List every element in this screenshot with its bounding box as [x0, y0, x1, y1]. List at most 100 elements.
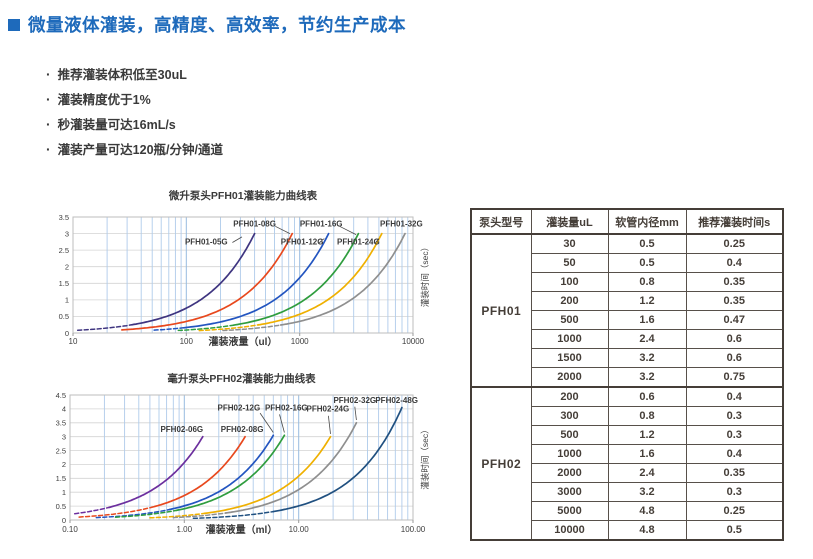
table-cell: 0.47: [685, 310, 784, 330]
section-title-bar: 微量液体灌装，高精度、高效率，节约生产成本: [8, 13, 406, 37]
y-tick-label: 4.5: [56, 391, 66, 400]
page-title: 微量液体灌装，高精度、高效率，节约生产成本: [28, 15, 406, 35]
label-leader-PFH01-05G: [232, 236, 243, 243]
table-cell: 0.5: [685, 520, 784, 541]
table-header-cell: 推荐灌装时间s: [685, 208, 784, 235]
label-leader-PFH01-12G: [318, 238, 325, 244]
label-leader-PFH01-24G: [374, 238, 380, 244]
label-leader-PFH02-24G: [328, 415, 331, 434]
table-row: 2000 3.2 0.75: [471, 367, 784, 388]
label-leader-PFH01-08G: [275, 225, 291, 234]
series-curve-PFH01-24G: [257, 232, 383, 326]
y-tick-label: 0: [62, 516, 66, 525]
y-tick-label: 3: [62, 433, 66, 442]
y-tick-label: 0.5: [59, 312, 69, 321]
table-cell: 0.6: [685, 329, 784, 349]
series-curve-PFH02-24G: [203, 435, 332, 515]
table-cell: 0.6: [685, 348, 784, 368]
series-dashed-PFH02-48G: [192, 510, 275, 520]
model-cell: PFH01: [470, 233, 532, 388]
table-cell: 500: [530, 310, 609, 330]
y-tick-label: 0.5: [56, 502, 66, 511]
x-tick-label: 1000: [291, 337, 309, 346]
series-label-PFH01-16G: PFH01-16G: [300, 219, 343, 228]
series-curve-PFH02-12G: [169, 434, 275, 511]
table-cell: 1000: [530, 329, 609, 349]
table-cell: 1.2: [607, 291, 687, 311]
table-cell: 100: [530, 272, 609, 292]
table-cell: 200: [530, 291, 609, 311]
series-dashed-PFH02-06G: [73, 506, 110, 515]
feature-text: 灌装精度优于1%: [57, 93, 151, 107]
y-axis-title: 灌装时间（sec）: [420, 243, 430, 307]
chart-pfh01-filling-capacity: 10 100 1000 10000 0 0.5 1 1.5 2 2.5 3 3.5 PFH01-05G P…: [35, 186, 447, 362]
x-tick-label: 10.00: [289, 525, 310, 534]
table-cell: 4.8: [607, 501, 687, 521]
series-dashed-PFH02-08G: [78, 505, 156, 518]
table-cell: 3.2: [607, 367, 687, 388]
y-tick-label: 1: [65, 296, 69, 305]
series-curve-PFH01-05G: [130, 232, 256, 326]
x-tick-label: 10: [69, 337, 78, 346]
table-cell: 0.35: [685, 272, 784, 292]
section-bullet-icon: [8, 19, 20, 31]
table-row: PFH01 30 0.5 0.25: [470, 233, 784, 388]
model-cell: PFH02: [470, 386, 532, 541]
series-dashed-PFH01-24G: [198, 324, 259, 332]
spec-table: 泵头型号 灌装量uL 软管内径mm 推荐灌装时间s PFH01 30 0.5 0.25 50 0…: [470, 208, 784, 541]
x-axis-title: 灌装液量（ml）: [206, 523, 278, 536]
table-row: 1000 2.4 0.6: [471, 329, 784, 349]
feature-text: 秒灌装量可达16mL/s: [57, 118, 176, 132]
series-label-PFH01-08G: PFH01-08G: [233, 219, 276, 228]
series-label-PFH02-24G: PFH02-24G: [307, 405, 350, 414]
table-cell: 3000: [530, 482, 609, 502]
table-cell: 0.8: [607, 406, 687, 426]
table-row: 5000 4.8 0.25: [471, 501, 784, 521]
table-cell: 0.35: [685, 291, 784, 311]
x-tick-label: 100: [180, 337, 194, 346]
x-tick-label: 1.00: [177, 525, 193, 534]
series-curve-PFH02-08G: [153, 435, 246, 508]
table-cell: 0.5: [607, 253, 687, 273]
x-axis-title: 灌装液量（ul）: [209, 335, 278, 348]
table-cell: 1.6: [607, 310, 687, 330]
chart-svg: 10 100 1000 10000 0 0.5 1 1.5 2 2.5 3 3.5 PFH01-05G P…: [59, 189, 430, 348]
table-row: 2000 2.4 0.35: [471, 463, 784, 483]
series-dashed-PFH02-16G: [114, 509, 178, 518]
table-row: 100 0.8 0.35: [471, 272, 784, 292]
feature-text: 推荐灌装体积低至30uL: [57, 68, 187, 82]
series-label-PFH01-32G: PFH01-32G: [380, 219, 423, 228]
feature-item: · 灌装精度优于1%: [46, 86, 223, 111]
table-row: 1500 3.2 0.6: [471, 348, 784, 368]
y-tick-label: 2: [62, 460, 66, 469]
chart-title: 毫升泵头PFH02灌装能力曲线表: [167, 372, 316, 385]
table-cell: 3.2: [607, 482, 687, 502]
series-label-PFH02-06G: PFH02-06G: [160, 425, 203, 434]
bullet-dot-icon: ·: [46, 140, 51, 157]
table-cell: 0.3: [685, 406, 784, 426]
series-label-PFH02-16G: PFH02-16G: [265, 403, 308, 412]
series-curve-PFH02-16G: [175, 434, 286, 512]
series-dashed-PFH01-16G: [177, 324, 235, 332]
plot-border: [69, 394, 414, 521]
table-row: 50 0.5 0.4: [471, 253, 784, 273]
table-cell: 2.4: [607, 329, 687, 349]
series-curve-PFH01-16G: [232, 232, 360, 327]
table-cell: 0.5: [607, 233, 687, 254]
table-row: PFH02 200 0.6 0.4: [470, 386, 784, 541]
table-row: 300 0.8 0.3: [471, 406, 784, 426]
series-dashed-PFH01-12G: [153, 327, 185, 331]
x-tick-label: 10000: [402, 337, 425, 346]
series-curve-PFH02-48G: [272, 406, 403, 513]
series-curve-PFH01-12G: [182, 232, 330, 329]
feature-list: · 推荐灌装体积低至30uL · 灌装精度优于1% · 秒灌装量可达16mL/s…: [46, 61, 223, 161]
table-cell: 3.2: [607, 348, 687, 368]
table-cell: 0.4: [685, 444, 784, 464]
table-cell: 0.3: [685, 482, 784, 502]
pump-spec-table-wrap: 泵头型号 灌装量uL 软管内径mm 推荐灌装时间s PFH01 30 0.5 0.25 50 0…: [470, 208, 784, 541]
table-row: 200 1.2 0.35: [471, 291, 784, 311]
table-cell: 0.35: [685, 463, 784, 483]
table-cell: 1.2: [607, 425, 687, 445]
bullet-dot-icon: ·: [46, 115, 51, 132]
series-dashed-PFH01-32G: [222, 324, 282, 332]
